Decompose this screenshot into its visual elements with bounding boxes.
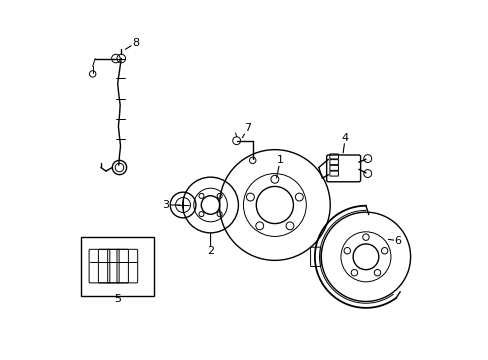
Text: 4: 4	[341, 133, 348, 143]
Text: 1: 1	[276, 156, 283, 165]
Text: 7: 7	[244, 123, 251, 133]
Bar	[81, 237, 154, 296]
Text: 3: 3	[162, 200, 168, 210]
Text: 2: 2	[206, 247, 214, 256]
Text: 6: 6	[394, 236, 401, 246]
Text: 5: 5	[114, 294, 121, 303]
Text: 8: 8	[132, 38, 139, 48]
